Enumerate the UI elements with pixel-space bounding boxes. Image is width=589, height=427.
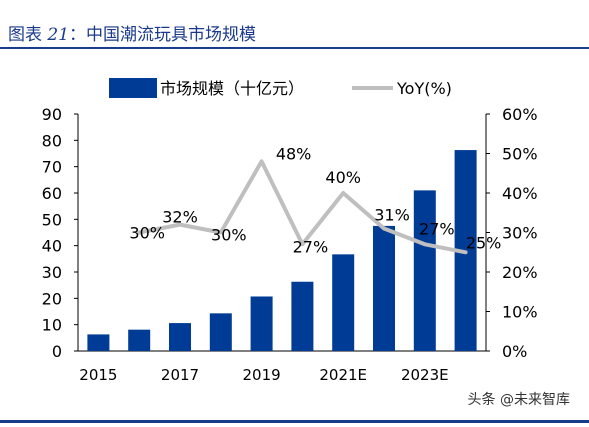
- bottom-strip: [0, 420, 589, 423]
- yoy-data-label: 32%: [162, 208, 198, 227]
- y-left-tick-label: 50: [42, 210, 62, 229]
- y-right-tick-label: 60%: [502, 105, 538, 124]
- yoy-line: [137, 159, 468, 255]
- watermark: 头条 @未来智库: [462, 387, 575, 411]
- y-left-tick-label: 20: [42, 289, 62, 308]
- y-left-tick-label: 70: [42, 158, 62, 177]
- x-tick-label: 2017: [161, 366, 199, 384]
- bar: [87, 334, 110, 351]
- legend-line-label: YoY(%): [396, 79, 452, 98]
- bar: [169, 323, 191, 351]
- figure-title-text: 中国潮流玩具市场规模: [86, 25, 257, 45]
- chart-area: 0 10 20 30 40 50 60 70 80 90 0% 10% 20% 30% 40% 50% 60% 2…: [0, 48, 589, 423]
- y-right-tick-label: 0%: [502, 342, 527, 361]
- bar: [250, 296, 273, 351]
- y-right-tick-label: 10%: [502, 303, 538, 322]
- bar: [128, 329, 151, 351]
- bar: [413, 190, 436, 351]
- y-left-tick-label: 0: [52, 342, 62, 361]
- y-left-tick-label: 90: [42, 105, 62, 124]
- y-left-tick-label: 80: [42, 131, 62, 150]
- bar: [209, 313, 232, 351]
- y-right-tick-label: 30%: [502, 224, 538, 243]
- yoy-data-label: 30%: [211, 226, 247, 245]
- x-tick-label: 2015: [79, 366, 117, 384]
- y-right-tick-label: 40%: [502, 184, 538, 203]
- market-size-chart: 0 10 20 30 40 50 60 70 80 90 0% 10% 20% 30% 40% 50% 60% 2…: [42, 78, 538, 384]
- x-tick-label: 2021E: [319, 366, 367, 384]
- figure-header: 图表 21：中国潮流玩具市场规模: [0, 0, 589, 49]
- yoy-data-label: 31%: [374, 206, 410, 225]
- title-underline: [0, 47, 589, 49]
- x-tick-label: 2019: [243, 366, 281, 384]
- y-left-tick-label: 10: [42, 316, 62, 335]
- y-left-tick-label: 30: [42, 263, 62, 282]
- bar: [332, 254, 355, 351]
- legend-bar-label: 市场规模（十亿元）: [160, 79, 304, 98]
- yoy-data-label: 27%: [419, 219, 455, 238]
- figure-number: 21: [47, 25, 70, 45]
- y-left-tick-label: 40: [42, 237, 62, 256]
- x-tick-label: 2023E: [401, 366, 449, 384]
- figure-label: 图表: [8, 25, 42, 45]
- y-left-tick-label: 60: [42, 184, 62, 203]
- bar: [291, 281, 314, 351]
- y-right-tick-label: 20%: [502, 263, 538, 282]
- yoy-data-label: 30%: [129, 224, 165, 243]
- title-separator: ：: [69, 25, 87, 45]
- yoy-data-label: 25%: [466, 233, 502, 252]
- yoy-data-label: 48%: [276, 144, 312, 163]
- legend-bar-swatch: [109, 78, 157, 98]
- yoy-data-label: 27%: [293, 237, 329, 256]
- figure-title: 图表 21：中国潮流玩具市场规模: [8, 20, 256, 45]
- bar: [373, 225, 395, 351]
- y-right-tick-label: 50%: [502, 145, 538, 164]
- yoy-data-label: 40%: [325, 168, 361, 187]
